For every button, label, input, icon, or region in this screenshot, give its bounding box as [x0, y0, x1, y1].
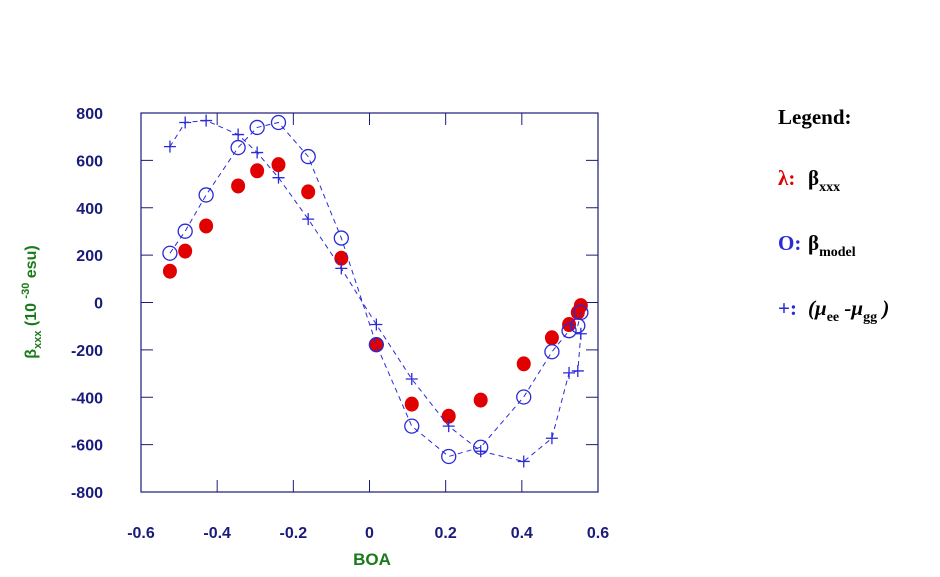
data-point	[231, 178, 246, 194]
plot-frame	[140, 112, 599, 493]
data-point	[563, 366, 576, 379]
x-tick-label: 0.6	[587, 525, 609, 542]
data-point	[544, 330, 559, 346]
data-point	[301, 184, 316, 200]
x-tick-label: 0.2	[435, 525, 457, 542]
data-point	[517, 455, 530, 468]
data-point	[249, 119, 265, 136]
legend-label-part: -μ	[839, 296, 863, 320]
y-tick-label: 400	[76, 201, 103, 218]
data-point	[370, 318, 383, 331]
legend-label: (μee -μgg )	[808, 296, 889, 325]
data-point	[300, 148, 316, 165]
data-point	[199, 218, 214, 234]
data-point	[405, 373, 418, 386]
legend-title: Legend:	[778, 105, 852, 129]
data-point	[250, 163, 265, 179]
data-point	[179, 116, 192, 129]
data-point	[270, 114, 287, 131]
data-point	[473, 392, 488, 408]
y-axis-label-part: -30	[20, 283, 32, 299]
y-tick-label: 0	[94, 296, 103, 313]
data-point	[162, 263, 177, 279]
y-tick-label: -800	[71, 485, 103, 502]
data-point	[368, 337, 385, 353]
data-point	[545, 432, 558, 445]
data-point	[198, 187, 214, 203]
y-tick-label: 200	[76, 248, 103, 265]
legend-label-part: )	[877, 296, 889, 320]
data-point	[302, 213, 315, 226]
y-tick-label: 600	[76, 153, 103, 170]
y-tick-label: -400	[71, 390, 103, 407]
data-point	[177, 223, 193, 239]
legend-label-part: ee	[827, 310, 839, 325]
y-tick-label: -200	[71, 343, 103, 360]
data-point	[334, 250, 349, 266]
legend-label: βxxx	[808, 166, 840, 195]
data-point	[404, 396, 419, 412]
data-point	[335, 262, 348, 275]
y-tick-label: -600	[71, 438, 103, 455]
data-point	[271, 157, 286, 173]
data-point	[230, 139, 246, 156]
legend-label-part: β	[808, 166, 819, 190]
legend-label-part: (μ	[808, 296, 827, 320]
legend-symbol: +:	[778, 296, 797, 320]
data-point	[163, 140, 176, 153]
legend-label-part: gg	[863, 310, 877, 325]
y-axis-label-part: esu)	[23, 245, 40, 282]
data-point	[200, 114, 213, 127]
data-point	[369, 337, 384, 353]
x-axis-label: BOA	[353, 550, 391, 569]
data-point	[441, 408, 456, 424]
data-point	[441, 448, 457, 465]
series-line	[169, 120, 582, 462]
legend-symbol: λ:	[778, 166, 795, 190]
data-point	[574, 327, 587, 340]
y-axis-label: βxxx (10 -30 esu)	[20, 245, 44, 358]
data-point	[162, 245, 178, 261]
legend-label-part: model	[819, 245, 856, 260]
y-axis-label-part: β	[23, 349, 40, 359]
y-tick-label: 800	[76, 106, 103, 123]
series-line	[169, 121, 582, 458]
data-point	[516, 356, 531, 372]
data-point	[442, 420, 455, 433]
data-point	[516, 389, 532, 405]
legend-label-part: xxx	[819, 180, 840, 195]
data-point	[333, 230, 349, 246]
y-axis-label-part: (10	[23, 299, 40, 331]
data-point	[272, 171, 285, 184]
data-point	[474, 445, 487, 458]
legend-label-part: β	[808, 231, 819, 255]
x-tick-label: -0.2	[280, 525, 308, 542]
data-point	[232, 128, 245, 141]
y-axis-label-part: xxx	[32, 330, 44, 349]
legend-symbol: O:	[778, 231, 801, 255]
x-tick-label: 0.4	[511, 525, 533, 542]
data-point	[573, 304, 589, 321]
x-tick-label: -0.6	[127, 525, 155, 542]
data-point	[571, 364, 584, 377]
data-point	[561, 323, 577, 339]
legend-label: βmodel	[808, 231, 856, 260]
x-tick-label: 0	[365, 525, 374, 542]
data-point	[251, 146, 264, 159]
data-point	[404, 418, 420, 434]
data-point	[544, 344, 560, 360]
data-point	[178, 243, 193, 259]
x-tick-label: -0.4	[203, 525, 231, 542]
